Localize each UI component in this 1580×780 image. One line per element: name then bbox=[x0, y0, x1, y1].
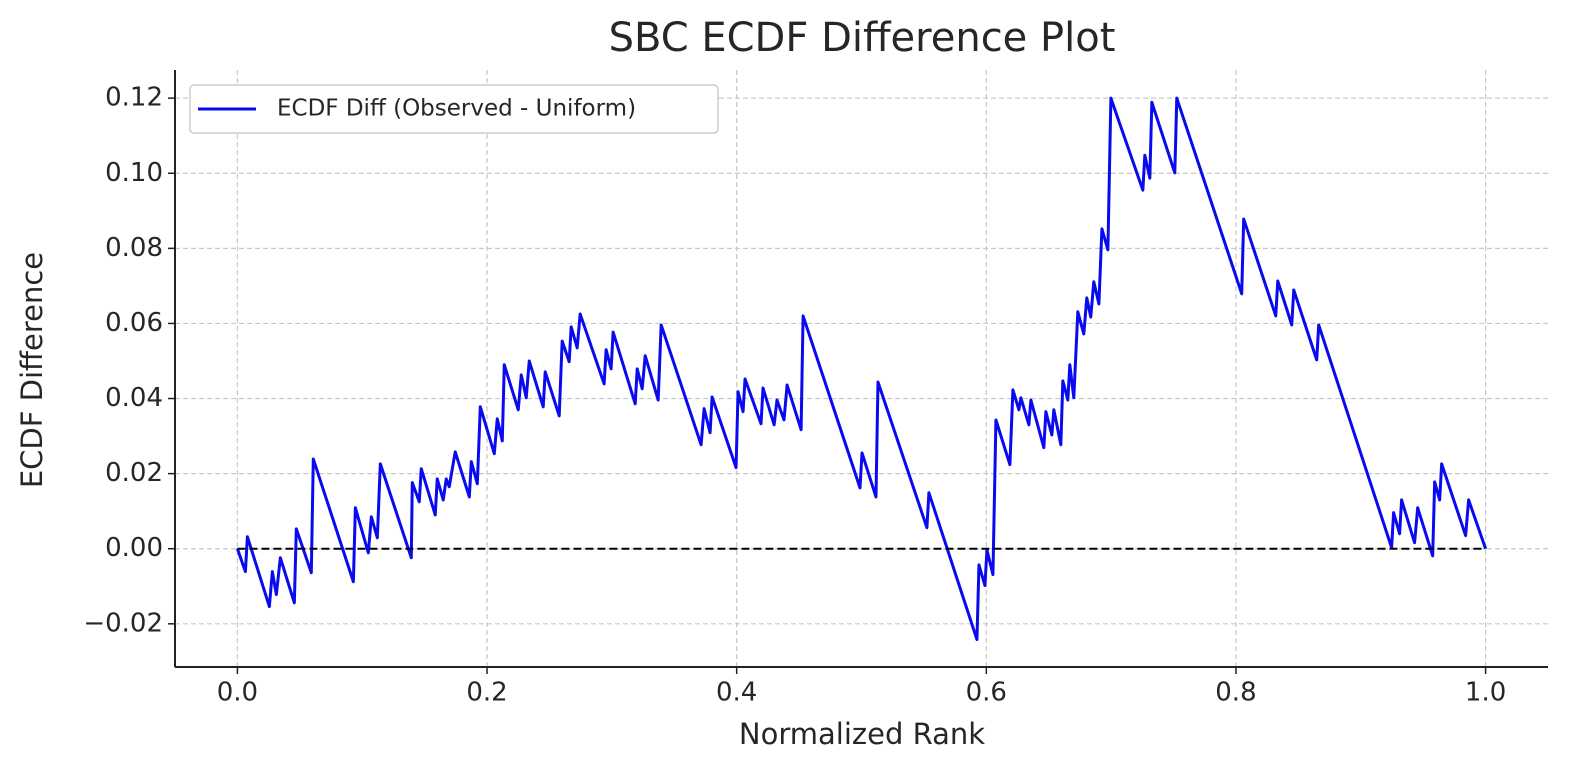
y-tick-label: 0.10 bbox=[105, 158, 163, 188]
chart-title: SBC ECDF Difference Plot bbox=[609, 15, 1116, 61]
y-tick-label: 0.04 bbox=[105, 383, 163, 413]
x-tick-label: 0.2 bbox=[466, 678, 507, 708]
y-tick-label: 0.02 bbox=[105, 458, 163, 488]
y-tick-label: 0.12 bbox=[105, 83, 163, 113]
x-tick-label: 0.8 bbox=[1215, 678, 1256, 708]
y-axis-label: ECDF Difference bbox=[15, 252, 49, 488]
y-tick-label: 0.06 bbox=[105, 308, 163, 338]
x-tick-label: 0.4 bbox=[716, 678, 757, 708]
legend-label: ECDF Diff (Observed - Uniform) bbox=[277, 96, 636, 122]
y-tick-label: 0.00 bbox=[105, 533, 163, 563]
x-tick-label: 1.0 bbox=[1465, 678, 1506, 708]
y-tick-label: 0.08 bbox=[105, 233, 163, 263]
legend-box bbox=[189, 84, 719, 134]
x-tick-label: 0.0 bbox=[217, 678, 258, 708]
x-axis-label: Normalized Rank bbox=[739, 717, 985, 751]
data-line bbox=[235, 96, 1488, 642]
x-tick-label: 0.6 bbox=[966, 678, 1007, 708]
y-tick-label: −0.02 bbox=[83, 608, 163, 638]
